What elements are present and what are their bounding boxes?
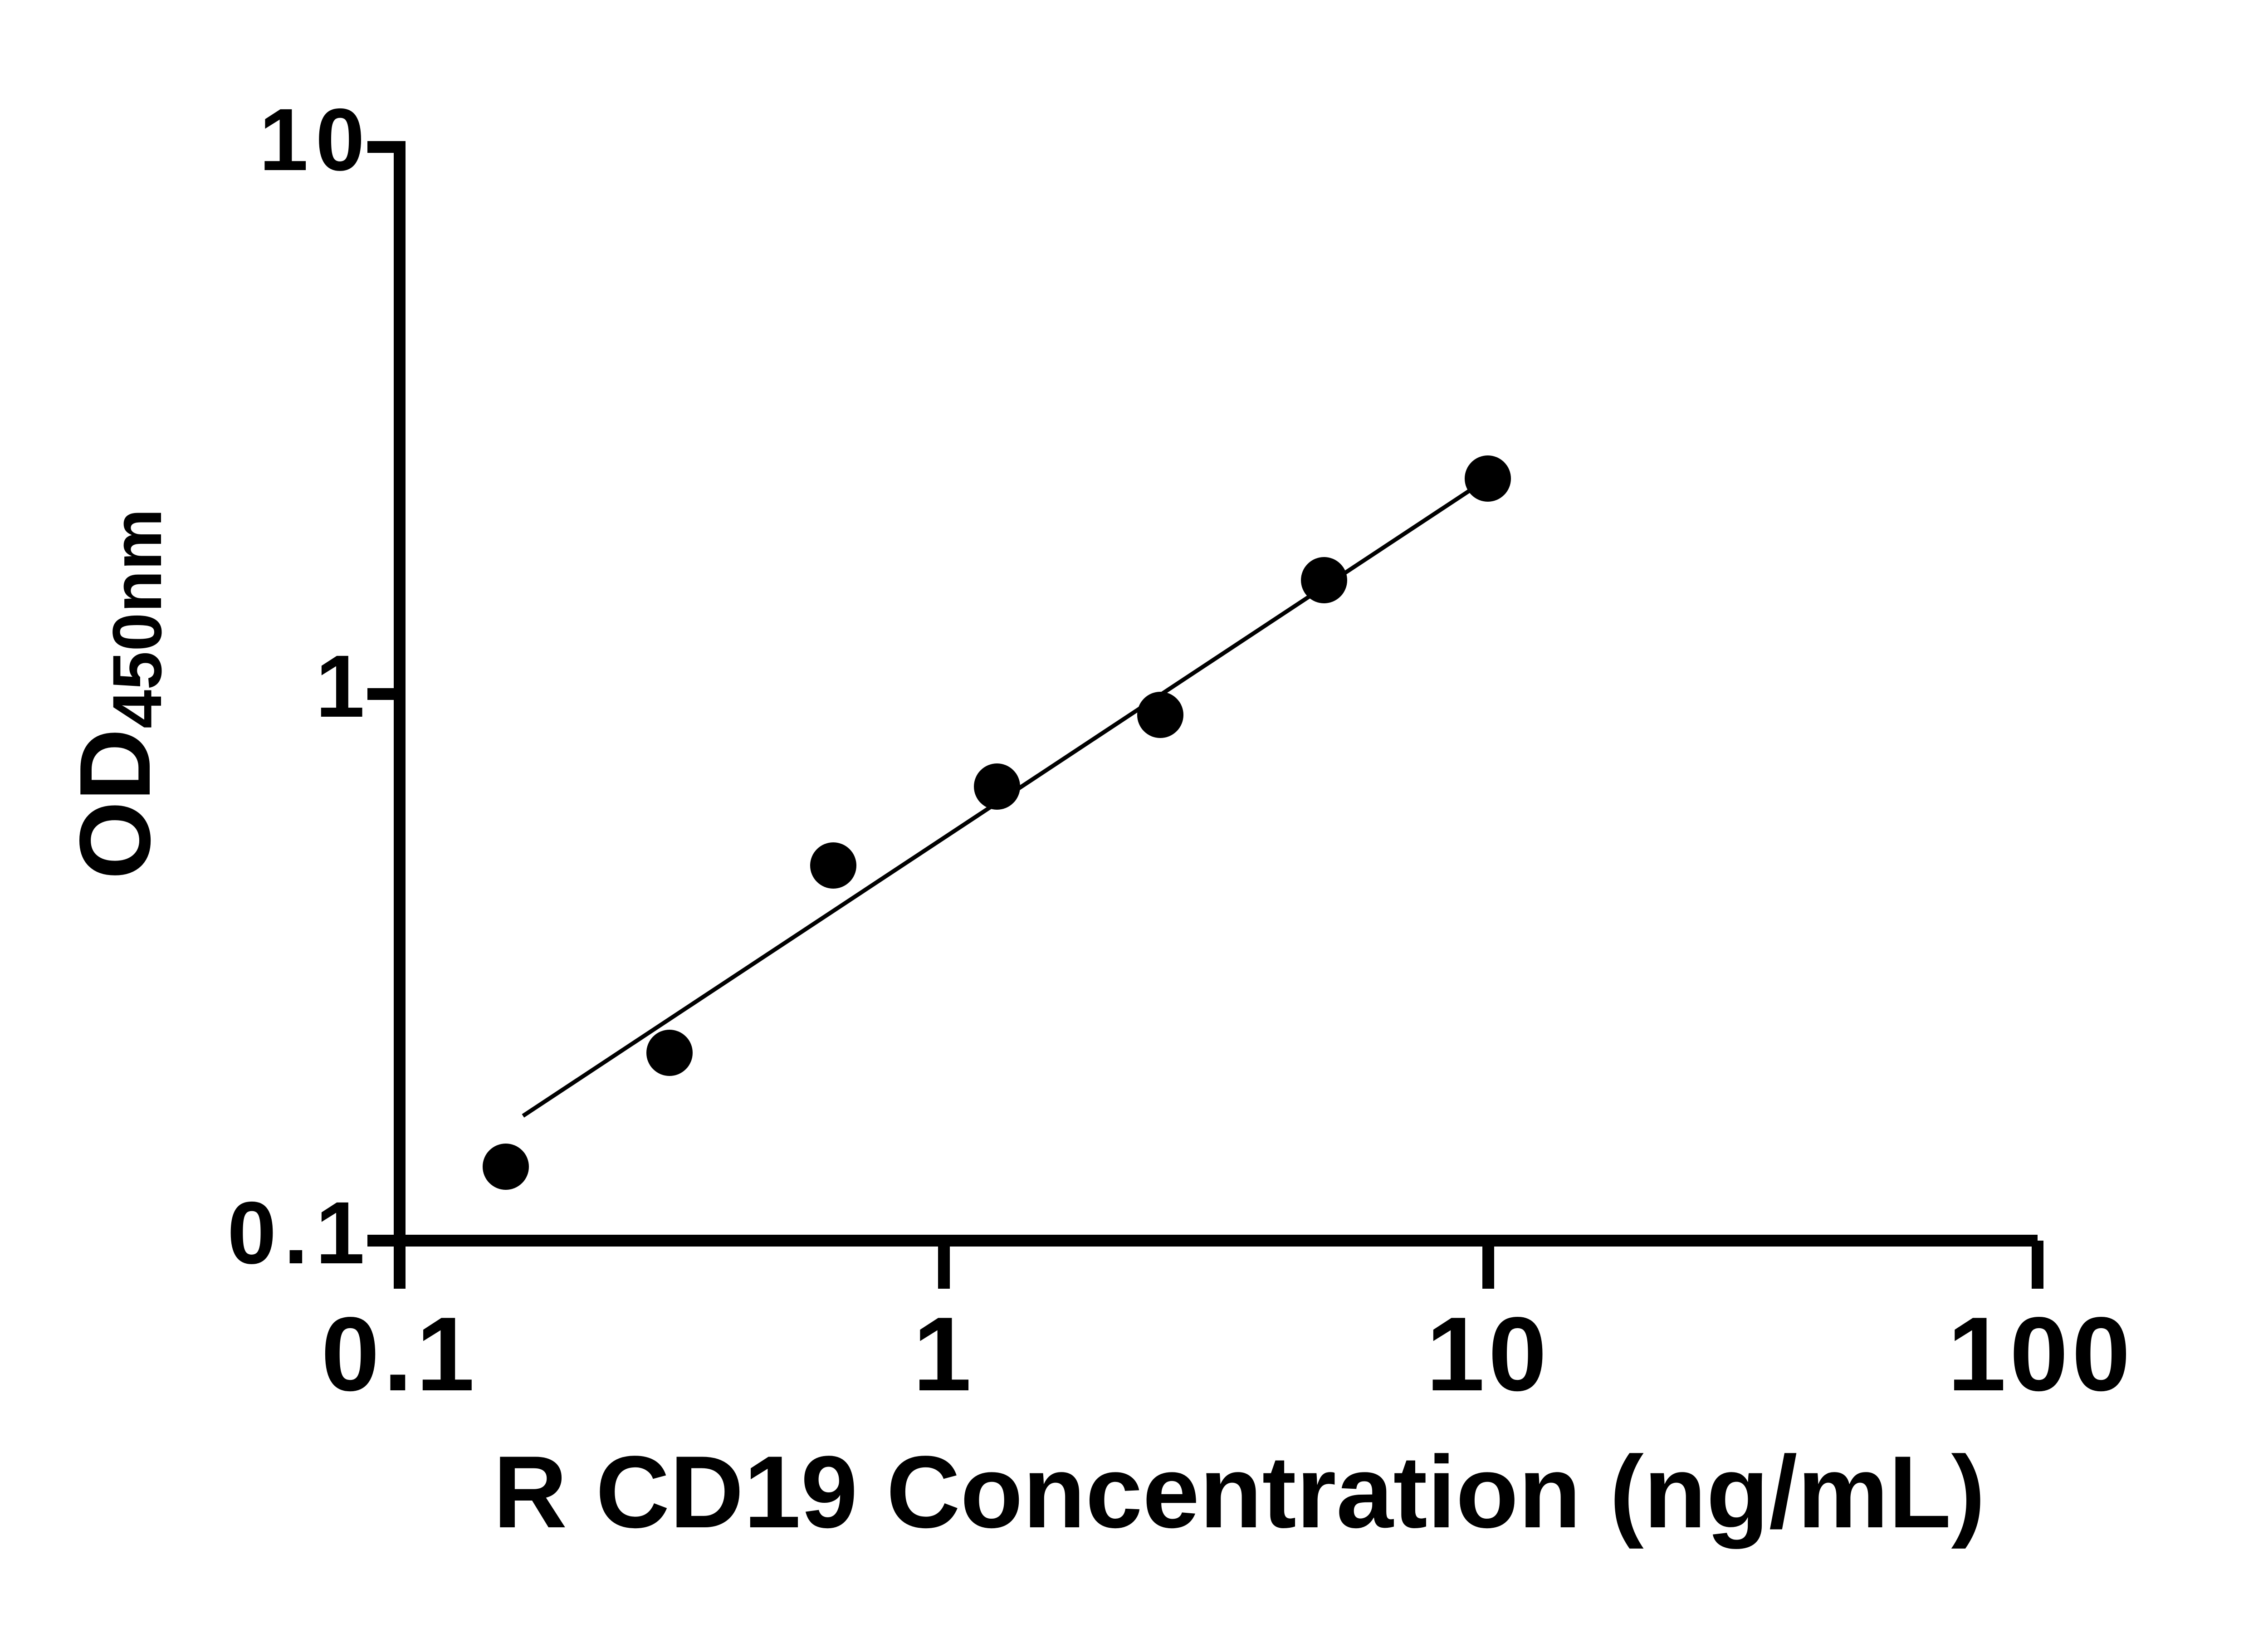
svg-text:0.1: 0.1: [227, 1183, 372, 1282]
svg-text:0.1: 0.1: [321, 1296, 479, 1413]
svg-text:10: 10: [259, 90, 372, 189]
svg-text:100: 100: [1947, 1296, 2134, 1413]
svg-text:1: 1: [316, 637, 372, 736]
svg-text:R CD19 Concentration (ng/mL): R CD19 Concentration (ng/mL): [493, 1434, 1985, 1549]
svg-text:10: 10: [1426, 1296, 1550, 1413]
svg-text:1: 1: [913, 1296, 975, 1413]
